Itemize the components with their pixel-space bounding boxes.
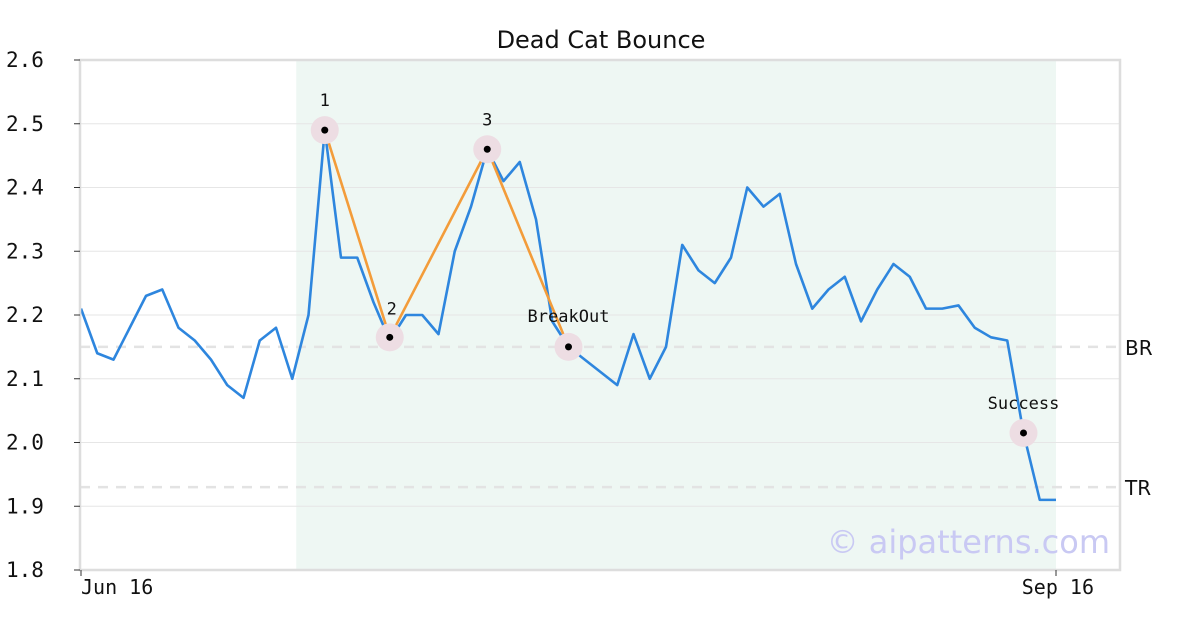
pattern-line (323, 129, 570, 348)
pattern-point-label: 2 (387, 299, 397, 319)
pattern-point-label: 1 (320, 91, 330, 111)
x-axis-ticks: Jun 16 Sep 16 (80, 570, 1094, 599)
y-tick-label: 2.3 (6, 239, 44, 263)
pattern-point (565, 343, 572, 351)
y-tick-label: 1.9 (6, 494, 44, 518)
y-tick-label: 2.2 (6, 303, 44, 327)
y-tick-label: 2.4 (6, 176, 44, 200)
y-tick-label: 2.0 (6, 431, 44, 455)
pattern-markers: 1 2 3 BreakOut Success (310, 91, 1060, 447)
pattern-point (321, 126, 329, 134)
grid-lines (80, 59, 1120, 571)
y-tick-label: 2.6 (6, 48, 44, 72)
x-tick-label: Jun 16 (81, 575, 153, 599)
y-tick-label: 1.8 (6, 558, 44, 582)
pattern-point (386, 333, 394, 341)
pattern-point-label: 3 (482, 110, 492, 130)
x-tick-label: Sep 16 (1022, 575, 1094, 599)
level-lines: BR TR (80, 336, 1153, 500)
pattern-point-label: BreakOut (528, 307, 610, 327)
level-label: BR (1125, 336, 1153, 360)
level-label: TR (1124, 476, 1151, 500)
pattern-point (1020, 429, 1027, 437)
watermark: © aipatterns.com (827, 523, 1110, 561)
pattern-point-label: Success (988, 394, 1060, 414)
y-tick-label: 2.5 (6, 112, 44, 136)
y-axis-ticks: 2.6 2.5 2.4 2.3 2.2 2.1 2.0 1.9 1.8 (6, 48, 80, 582)
chart-title: Dead Cat Bounce (497, 26, 706, 54)
y-tick-label: 2.1 (6, 367, 44, 391)
pattern-point (483, 145, 491, 153)
